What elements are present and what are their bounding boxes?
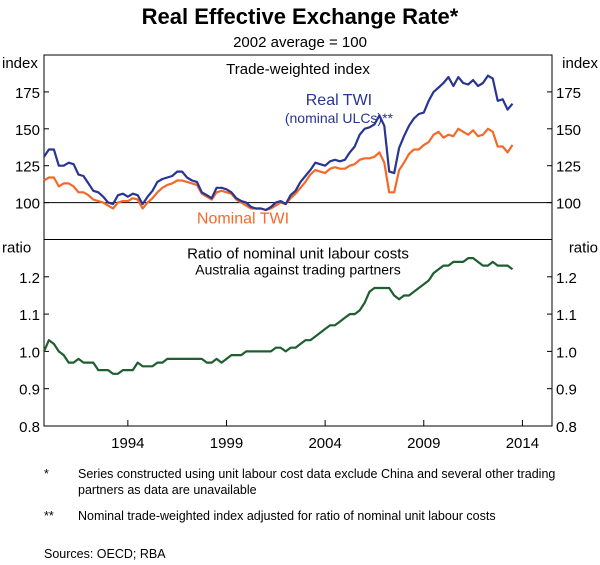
series-label: Real TWI [306, 92, 372, 109]
sources: Sources: OECD; RBA [44, 547, 166, 561]
series-label: Nominal TWI [197, 210, 289, 227]
y-tick-label-left: 0.9 [19, 382, 40, 399]
x-tick-label: 2014 [506, 435, 539, 452]
panel-title: Ratio of nominal unit labour costs [187, 246, 409, 263]
y-tick-label-right: 1.2 [556, 270, 577, 287]
y-tick-label-right: 1.0 [556, 344, 577, 361]
y-tick-label-left: 175 [15, 85, 40, 102]
y-unit-right: index [562, 55, 598, 72]
exchange-rate-chart: Real Effective Exchange Rate* 2002 avera… [2, 4, 599, 452]
chart-subtitle: 2002 average = 100 [233, 34, 367, 51]
series-sublabel: (nominal ULCs)** [285, 110, 394, 126]
chart-title: Real Effective Exchange Rate* [142, 4, 459, 29]
ulc-ratio-panel: 0.8 0.8 0.9 0.9 1.0 1.0 1.1 1.1 1.2 1.2 ratio ratio… [2, 240, 598, 437]
y-tick-label-right: 100 [556, 196, 581, 213]
y-unit-left: ratio [2, 240, 31, 257]
y-tick-label-right: 125 [556, 159, 581, 176]
x-tick-label: 2009 [407, 435, 440, 452]
plot-frame [43, 54, 553, 427]
footnote-2-text: Nominal trade-weighted index adjusted fo… [78, 509, 496, 523]
y-tick-label-left: 100 [15, 196, 40, 213]
y-tick-label-left: 0.8 [19, 419, 40, 436]
series-line-real-twi [43, 74, 514, 212]
y-tick-label-left: 1.0 [19, 344, 40, 361]
series-line-nominal-twi [43, 127, 514, 212]
x-tick-label: 1994 [111, 435, 144, 452]
panel-subtitle: Australia against trading partners [195, 262, 400, 278]
y-tick-label-left: 150 [15, 122, 40, 139]
y-tick-label-left: 125 [15, 159, 40, 176]
y-tick-label-right: 0.8 [556, 419, 577, 436]
footnote-2-mark: ** [44, 509, 54, 523]
y-tick-label-left: 1.2 [19, 270, 40, 287]
y-unit-right: ratio [569, 240, 598, 257]
y-tick-label-right: 0.9 [556, 382, 577, 399]
y-tick-label-right: 175 [556, 85, 581, 102]
footnote-1-mark: * [44, 467, 49, 481]
y-tick-label-right: 150 [556, 122, 581, 139]
x-tick-label: 1999 [210, 435, 243, 452]
panel-title: Trade-weighted index [226, 61, 370, 78]
series-line-ratio-of-nominal-ulcs [42, 257, 514, 375]
x-tick-label: 2004 [308, 435, 341, 452]
footnote-1-text: Series constructed using unit labour cos… [78, 467, 556, 497]
y-tick-label-right: 1.1 [556, 307, 577, 324]
x-axis: 1994 1999 2004 2009 2014 [111, 420, 539, 452]
y-tick-label-left: 1.1 [19, 307, 40, 324]
twi-panel: 100 100 125 125 150 150 175 175 index index Trade-… [2, 55, 599, 227]
y-unit-left: index [2, 55, 38, 72]
